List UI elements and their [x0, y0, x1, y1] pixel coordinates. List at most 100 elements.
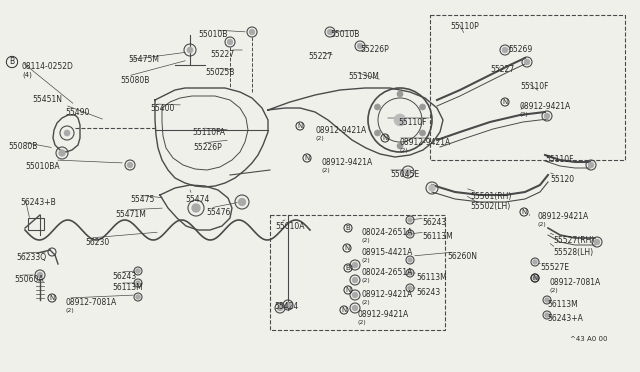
Text: 08912-7081A: 08912-7081A	[66, 298, 117, 307]
Circle shape	[278, 305, 282, 311]
Text: (2): (2)	[362, 238, 371, 243]
Text: 55490: 55490	[65, 108, 90, 117]
Text: (2): (2)	[362, 300, 371, 305]
Circle shape	[250, 29, 255, 35]
Text: N: N	[341, 307, 347, 313]
Text: 55476: 55476	[206, 208, 230, 217]
Circle shape	[374, 104, 381, 110]
Circle shape	[59, 150, 65, 156]
Text: 55010B: 55010B	[330, 30, 360, 39]
Text: 55474: 55474	[185, 195, 209, 204]
Circle shape	[429, 185, 435, 191]
Text: 55110F: 55110F	[545, 155, 573, 164]
Circle shape	[136, 295, 140, 299]
Text: 56113M: 56113M	[112, 283, 143, 292]
Circle shape	[502, 48, 508, 52]
Circle shape	[595, 240, 600, 244]
Text: 55010BA: 55010BA	[25, 162, 60, 171]
Text: 55130M: 55130M	[348, 72, 379, 81]
Text: 55471M: 55471M	[115, 210, 146, 219]
Text: 55110F: 55110F	[520, 82, 548, 91]
Circle shape	[397, 91, 403, 97]
Text: N: N	[344, 245, 349, 251]
Text: (2): (2)	[322, 168, 331, 173]
Text: (2): (2)	[316, 136, 324, 141]
Text: 55045E: 55045E	[390, 170, 419, 179]
Bar	[270, 215, 445, 330]
Circle shape	[545, 298, 549, 302]
Text: 08912-9421A: 08912-9421A	[322, 158, 373, 167]
Text: N: N	[346, 287, 351, 293]
Circle shape	[533, 276, 537, 280]
Text: N: N	[382, 135, 388, 141]
Text: 55528(LH): 55528(LH)	[553, 248, 593, 257]
Text: 56243+A: 56243+A	[547, 314, 583, 323]
Circle shape	[353, 263, 358, 267]
Circle shape	[136, 281, 140, 285]
Text: N: N	[502, 99, 508, 105]
Circle shape	[239, 199, 246, 205]
Text: N: N	[532, 275, 538, 281]
Text: 55227: 55227	[308, 52, 332, 61]
Circle shape	[408, 271, 412, 275]
Text: 08912-9421A: 08912-9421A	[399, 138, 451, 147]
Circle shape	[408, 232, 412, 236]
Bar	[28, 218, 44, 230]
Circle shape	[38, 273, 42, 278]
Text: 08912-9421A: 08912-9421A	[362, 290, 413, 299]
Text: N: N	[522, 209, 527, 215]
Text: 08915-4421A: 08915-4421A	[361, 248, 412, 257]
Circle shape	[127, 163, 132, 167]
Text: 55527(RH): 55527(RH)	[553, 236, 595, 245]
Circle shape	[353, 278, 358, 282]
Text: 55475M: 55475M	[128, 55, 159, 64]
Text: 56243: 56243	[112, 272, 136, 281]
Text: 08912-9421A: 08912-9421A	[358, 310, 409, 319]
Text: 08912-9421A: 08912-9421A	[316, 126, 367, 135]
Text: 56113M: 56113M	[422, 232, 452, 241]
Text: 55424: 55424	[274, 302, 298, 311]
Text: (2): (2)	[362, 278, 371, 283]
Circle shape	[227, 39, 232, 45]
Circle shape	[358, 44, 362, 48]
Circle shape	[408, 258, 412, 262]
Text: 55010A: 55010A	[275, 222, 305, 231]
Text: 55475: 55475	[130, 195, 154, 204]
Text: (2): (2)	[399, 148, 408, 153]
Text: 56243+B: 56243+B	[20, 198, 56, 207]
Text: 55527E: 55527E	[540, 263, 569, 272]
Circle shape	[589, 163, 593, 167]
Circle shape	[394, 114, 406, 126]
Text: 55010B: 55010B	[198, 30, 227, 39]
Circle shape	[405, 169, 411, 175]
Text: 56243: 56243	[422, 218, 446, 227]
Text: 56113M: 56113M	[547, 300, 578, 309]
Circle shape	[419, 130, 426, 136]
Circle shape	[408, 286, 412, 290]
Text: 08912-9421A: 08912-9421A	[538, 212, 589, 221]
Text: 55227: 55227	[490, 65, 514, 74]
Text: (2): (2)	[361, 258, 370, 263]
Text: 55025B: 55025B	[205, 68, 234, 77]
Text: (2): (2)	[549, 288, 557, 293]
Text: 55269: 55269	[508, 45, 532, 54]
Text: N: N	[298, 123, 303, 129]
Text: 56113M: 56113M	[416, 273, 447, 282]
Text: (4): (4)	[22, 72, 32, 78]
Circle shape	[533, 260, 537, 264]
Text: 55080B: 55080B	[8, 142, 37, 151]
Circle shape	[192, 204, 200, 212]
Text: 08912-7081A: 08912-7081A	[549, 278, 600, 287]
Text: 55110P: 55110P	[450, 22, 479, 31]
Circle shape	[285, 302, 291, 308]
Text: (2): (2)	[358, 320, 367, 325]
Circle shape	[353, 305, 358, 311]
Text: 55060A: 55060A	[14, 275, 44, 284]
Text: B: B	[346, 225, 350, 231]
Text: 55501(RH): 55501(RH)	[470, 192, 511, 201]
Bar	[430, 15, 625, 160]
Text: 55226P: 55226P	[193, 143, 221, 152]
Text: 56243: 56243	[416, 288, 440, 297]
Text: 55110F: 55110F	[398, 118, 426, 127]
Circle shape	[328, 29, 333, 35]
